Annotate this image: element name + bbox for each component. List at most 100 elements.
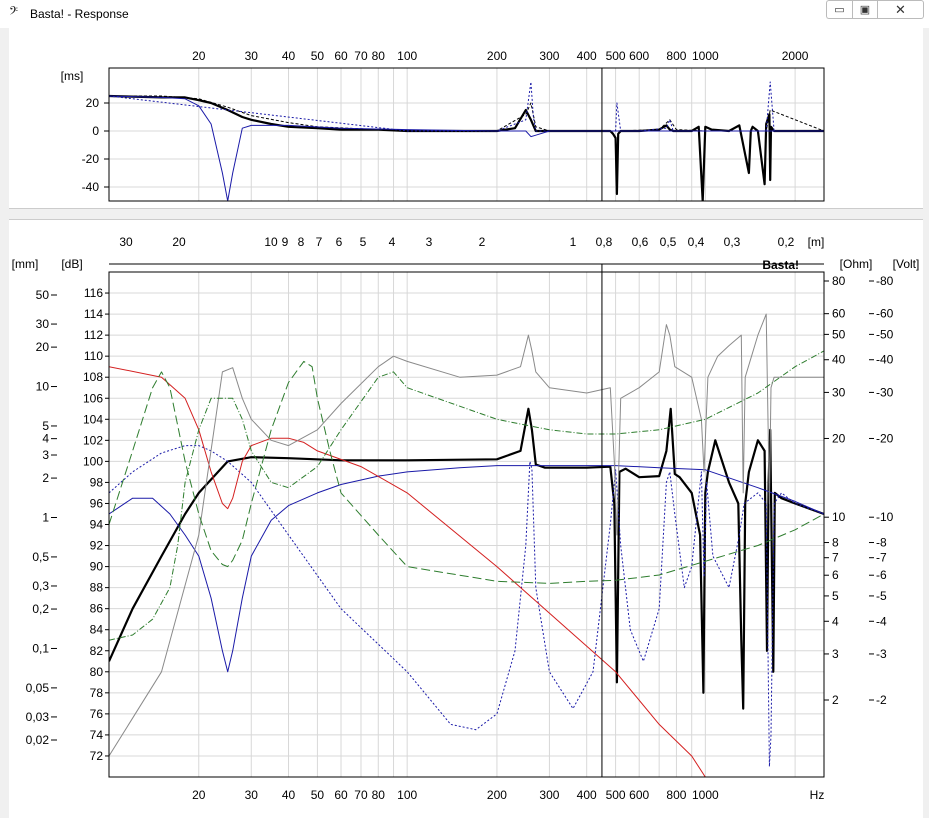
volt-tick-label: -7 <box>876 551 887 565</box>
db-tick-label: 92 <box>90 539 104 553</box>
db-tick-label: 102 <box>83 433 103 447</box>
chart-area: 20 30 40 50 60 70 80 100 200 300 400 500 600 800 1000 2… <box>9 28 923 818</box>
series-line-black-dashed <box>109 95 824 132</box>
wavelength-unit-label: [m] <box>808 235 825 249</box>
volt-tick-label: -40 <box>876 353 894 367</box>
wavelength-tick-label: 3 <box>426 235 433 249</box>
x-tick-label: 50 <box>311 788 325 802</box>
db-tick-label: 96 <box>90 496 104 510</box>
x-tick-label: 30 <box>245 788 259 802</box>
volt-axis-label: [Volt] <box>893 257 920 271</box>
wavelength-tick-label: 0,5 <box>660 235 677 249</box>
x-tick-label: 60 <box>334 788 348 802</box>
mm-tick-label: 0,1 <box>32 641 49 655</box>
wavelength-tick-label: 1 <box>570 235 577 249</box>
maximize-button[interactable]: ▣ <box>852 0 878 19</box>
mm-tick-label: 0,05 <box>26 681 50 695</box>
wavelength-tick-label: 0,4 <box>688 235 705 249</box>
x-tick-label: 40 <box>282 49 296 63</box>
ohm-tick-label: 80 <box>832 274 846 288</box>
volt-tick-label: -20 <box>876 431 894 445</box>
ohm-tick-label: 50 <box>832 327 846 341</box>
volt-tick-label: -30 <box>876 385 894 399</box>
x-tick-label: 300 <box>539 49 559 63</box>
mm-tick-label: 0,03 <box>26 710 50 724</box>
x-tick-label: 50 <box>311 49 325 63</box>
y-tick-label: 0 <box>92 124 99 138</box>
x-tick-label: 800 <box>666 788 686 802</box>
x-tick-label: 30 <box>245 49 259 63</box>
x-tick-label: 70 <box>354 788 368 802</box>
volt-tick-label: -5 <box>876 589 887 603</box>
mm-tick-label: 3 <box>42 448 49 462</box>
x-tick-label: 40 <box>282 788 296 802</box>
ohm-tick-label: 3 <box>832 647 839 661</box>
wavelength-tick-label: 0,8 <box>596 235 613 249</box>
response-charts[interactable]: 20 30 40 50 60 70 80 100 200 300 400 500 600 800 1000 2… <box>9 28 923 818</box>
x-tick-label: 600 <box>629 788 649 802</box>
mm-tick-label: 50 <box>36 288 50 302</box>
wavelength-tick-label: 6 <box>336 235 343 249</box>
x-tick-label: 2000 <box>782 49 809 63</box>
mm-tick-label: 0,2 <box>32 602 49 616</box>
volt-tick-label: -60 <box>876 307 894 321</box>
x-tick-label: 500 <box>606 788 626 802</box>
ohm-tick-label: 10 <box>832 510 846 524</box>
x-tick-label: 80 <box>372 49 386 63</box>
mm-tick-label: 5 <box>42 419 49 433</box>
ohm-tick-label: 5 <box>832 589 839 603</box>
ohm-tick-label: 7 <box>832 551 839 565</box>
x-tick-label: 200 <box>487 788 507 802</box>
volt-tick-label: -80 <box>876 274 894 288</box>
x-tick-label: 300 <box>539 788 559 802</box>
db-tick-label: 90 <box>90 560 104 574</box>
title-bar[interactable]: 𝄢 Basta! - Response ▭ ▣ ✕ <box>0 0 929 28</box>
series-line-black-thick <box>109 407 824 710</box>
db-tick-label: 72 <box>90 749 104 763</box>
db-tick-label: 110 <box>84 349 103 363</box>
y-tick-label: -20 <box>82 152 100 166</box>
db-tick-label: 106 <box>83 391 103 405</box>
x-axis-unit-label: Hz <box>810 788 825 802</box>
wavelength-tick-label: 9 <box>282 235 289 249</box>
series-line-blue-dotted <box>109 81 824 132</box>
series-group <box>109 313 824 777</box>
mm-tick-label: 20 <box>36 340 50 354</box>
mm-tick-label: 10 <box>36 380 50 394</box>
x-tick-label: 100 <box>397 49 417 63</box>
db-tick-label: 108 <box>83 370 103 384</box>
bass-clef-icon: 𝄢 <box>9 5 19 21</box>
volt-tick-label: -10 <box>876 510 894 524</box>
ohm-tick-label: 60 <box>832 307 846 321</box>
series-line-red-solid <box>109 366 824 777</box>
wavelength-tick-label: 5 <box>360 235 367 249</box>
volt-tick-label: -8 <box>876 536 887 550</box>
series-line-blue-solid <box>109 95 824 201</box>
mm-tick-label: 30 <box>36 317 50 331</box>
x-tick-label: 400 <box>577 49 597 63</box>
mm-tick-label: 0,5 <box>32 550 49 564</box>
x-tick-label: 1000 <box>692 49 719 63</box>
db-tick-label: 116 <box>84 286 103 300</box>
db-tick-label: 112 <box>84 328 103 342</box>
ohm-tick-label: 6 <box>832 568 839 582</box>
mm-tick-label: 4 <box>42 432 49 446</box>
series-line-gray-solid <box>109 313 824 757</box>
db-tick-label: 76 <box>90 707 104 721</box>
x-tick-label: 80 <box>372 788 386 802</box>
minimize-button[interactable]: ▭ <box>826 0 852 19</box>
volt-tick-label: -2 <box>876 693 887 707</box>
volt-tick-label: -4 <box>876 614 887 628</box>
wavelength-tick-label: 20 <box>172 235 186 249</box>
wavelength-tick-label: 0,6 <box>632 235 649 249</box>
pane-splitter[interactable] <box>9 208 923 220</box>
x-tick-label: 200 <box>487 49 507 63</box>
ohm-tick-label: 2 <box>832 693 839 707</box>
mm-tick-label: 0,3 <box>32 579 49 593</box>
close-button[interactable]: ✕ <box>878 0 924 19</box>
series-line-green-longdash <box>109 360 824 584</box>
x-tick-label: 500 <box>606 49 626 63</box>
db-tick-label: 80 <box>90 665 104 679</box>
series-line-green-dashdot <box>109 350 824 641</box>
wavelength-tick-label: 30 <box>119 235 133 249</box>
